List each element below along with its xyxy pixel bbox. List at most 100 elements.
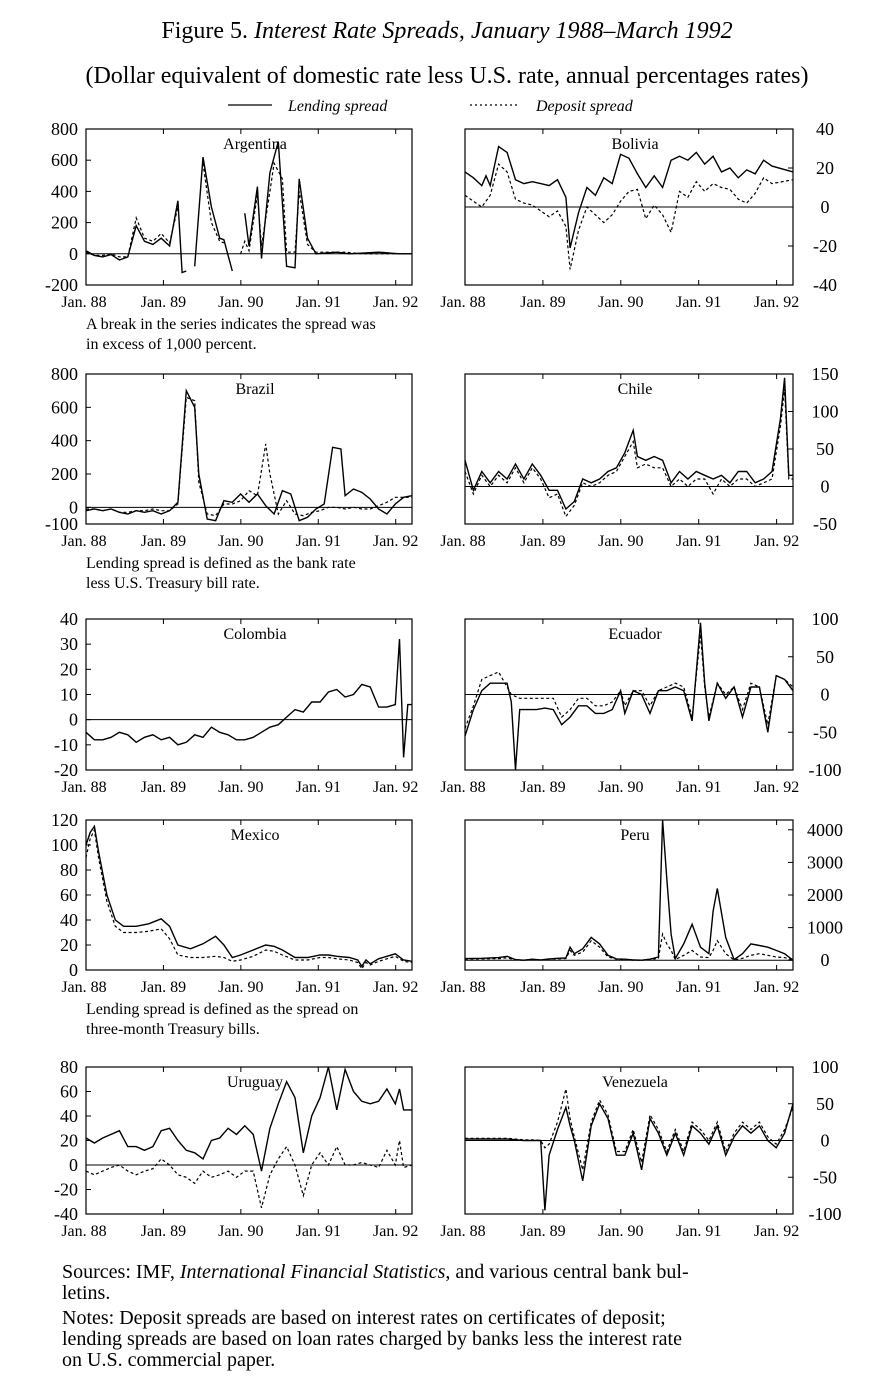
deposit-spread-line-venezuela <box>465 1088 794 1171</box>
deposit-spread-line-argentina <box>85 161 412 258</box>
ytick-label-uruguay: 60 <box>60 1082 78 1102</box>
deposit-spread-line-brazil <box>86 396 412 517</box>
xtick-label-argentina: Jan. 92 <box>373 294 418 311</box>
xtick-label-mexico: Jan. 88 <box>61 979 106 996</box>
xtick-label-bolivia: Jan. 91 <box>676 294 721 311</box>
sources-prefix: Sources: IMF, <box>62 1261 180 1283</box>
ytick-label-mexico: 80 <box>60 860 78 880</box>
legend: Lending spread Deposit spread <box>228 98 634 115</box>
xtick-label-ecuador: Jan. 88 <box>440 779 485 796</box>
xtick-label-brazil: Jan. 88 <box>61 533 106 550</box>
ytick-label-uruguay: -20 <box>54 1180 78 1200</box>
xtick-label-uruguay: Jan. 88 <box>61 1223 106 1240</box>
xtick-label-ecuador: Jan. 91 <box>676 779 721 796</box>
ytick-label-venezuela: 100 <box>812 1057 839 1077</box>
figure-label: Figure 5. <box>161 18 249 44</box>
panel-title-uruguay: Uruguay <box>227 1074 283 1091</box>
ytick-label-venezuela: 0 <box>821 1131 830 1151</box>
lending-spread-line-brazil <box>85 388 413 522</box>
legend-deposit-label: Deposit spread <box>535 98 634 115</box>
ytick-label-ecuador: 0 <box>821 685 830 705</box>
ytick-label-chile: 0 <box>821 477 830 497</box>
ytick-label-bolivia: -40 <box>813 275 837 295</box>
xtick-label-venezuela: Jan. 90 <box>598 1223 643 1240</box>
xtick-label-mexico: Jan. 89 <box>141 979 186 996</box>
panel-ecuador: Ecuador 100 50 0 -50 -100 Jan. 88 Jan. 89 Jan. 9… <box>440 609 841 796</box>
xtick-label-uruguay: Jan. 92 <box>373 1223 418 1240</box>
panel-title-brazil: Brazil <box>235 381 275 398</box>
ytick-label-mexico: 40 <box>60 910 78 930</box>
lending-spread-line-colombia <box>85 639 412 758</box>
panel-title-argentina: Argentina <box>223 136 287 153</box>
ytick-label-ecuador: -100 <box>809 760 842 780</box>
ytick-label-uruguay: 80 <box>60 1057 78 1077</box>
ytick-label-bolivia: -20 <box>813 236 837 256</box>
sources-suffix: , and various central bank bul- <box>445 1261 689 1283</box>
ytick-label-brazil: 800 <box>51 364 78 384</box>
ytick-label-peru: 1000 <box>807 918 843 938</box>
xtick-label-venezuela: Jan. 91 <box>676 1223 721 1240</box>
xtick-label-bolivia: Jan. 88 <box>440 294 485 311</box>
xtick-label-mexico: Jan. 91 <box>296 979 341 996</box>
xtick-label-colombia: Jan. 91 <box>296 779 341 796</box>
ytick-label-brazil: 400 <box>51 431 78 451</box>
legend-lending-label: Lending spread <box>287 98 388 115</box>
lending-spread-line-mexico <box>85 824 413 968</box>
xtick-label-uruguay: Jan. 91 <box>296 1223 341 1240</box>
notes-line2: lending spreads are based on loan rates … <box>62 1328 682 1350</box>
ytick-label-peru: 3000 <box>807 852 843 872</box>
ytick-label-brazil: -100 <box>45 514 78 534</box>
ytick-label-argentina: 600 <box>51 150 78 170</box>
ytick-label-argentina: 400 <box>51 181 78 201</box>
lending-spread-line-peru <box>464 819 794 961</box>
xtick-label-peru: Jan. 88 <box>440 979 485 996</box>
ytick-label-argentina: 200 <box>51 213 78 233</box>
panel-title-ecuador: Ecuador <box>608 626 662 643</box>
xtick-label-brazil: Jan. 90 <box>218 533 263 550</box>
ytick-label-ecuador: 50 <box>816 647 834 667</box>
xtick-label-brazil: Jan. 91 <box>296 533 341 550</box>
deposit-spread-line-chile <box>464 388 793 518</box>
xtick-label-brazil: Jan. 92 <box>373 533 418 550</box>
panel-title-colombia: Colombia <box>223 626 286 643</box>
xtick-label-colombia: Jan. 90 <box>218 779 263 796</box>
lending-spread-line-argentina <box>85 141 412 274</box>
ytick-label-chile: -50 <box>813 514 837 534</box>
ytick-label-bolivia: 40 <box>816 119 834 139</box>
xtick-label-bolivia: Jan. 90 <box>598 294 643 311</box>
xtick-label-uruguay: Jan. 90 <box>218 1223 263 1240</box>
xtick-label-venezuela: Jan. 89 <box>520 1223 565 1240</box>
deposit-spread-line-peru <box>464 932 794 961</box>
panel-bolivia: Bolivia 40 20 0 -20 -40 Jan. 88 Jan. 89 Jan. 90 J… <box>440 119 837 311</box>
xtick-label-ecuador: Jan. 92 <box>754 779 799 796</box>
xtick-label-argentina: Jan. 88 <box>61 294 106 311</box>
xtick-label-bolivia: Jan. 89 <box>520 294 565 311</box>
xtick-label-argentina: Jan. 89 <box>141 294 186 311</box>
xtick-label-peru: Jan. 90 <box>598 979 643 996</box>
xtick-label-peru: Jan. 91 <box>676 979 721 996</box>
ytick-label-mexico: 0 <box>69 960 78 980</box>
panel-peru: Peru 4000 3000 2000 1000 0 Jan. 88 Jan. 89 Jan. … <box>440 819 843 996</box>
ytick-label-brazil: 200 <box>51 464 78 484</box>
figure-subtitle: (Dollar equivalent of domestic rate less… <box>85 63 809 89</box>
xtick-label-colombia: Jan. 88 <box>61 779 106 796</box>
ytick-label-ecuador: -50 <box>813 722 837 742</box>
ytick-label-chile: 50 <box>816 439 834 459</box>
ytick-label-uruguay: 40 <box>60 1106 78 1126</box>
xtick-label-venezuela: Jan. 92 <box>754 1223 799 1240</box>
panel-title-peru: Peru <box>620 827 649 844</box>
ytick-label-colombia: -10 <box>54 735 78 755</box>
sources-title: International Financial Statistics <box>179 1261 446 1283</box>
ytick-label-uruguay: 0 <box>69 1155 78 1175</box>
panel-frame-argentina <box>85 128 413 286</box>
deposit-spread-line-bolivia <box>464 162 794 270</box>
xtick-label-argentina: Jan. 91 <box>296 294 341 311</box>
ytick-label-mexico: 120 <box>51 810 78 830</box>
ytick-label-argentina: 800 <box>51 119 78 139</box>
notes-line1: Notes: Deposit spreads are based on inte… <box>62 1307 666 1329</box>
ytick-label-mexico: 100 <box>51 835 78 855</box>
